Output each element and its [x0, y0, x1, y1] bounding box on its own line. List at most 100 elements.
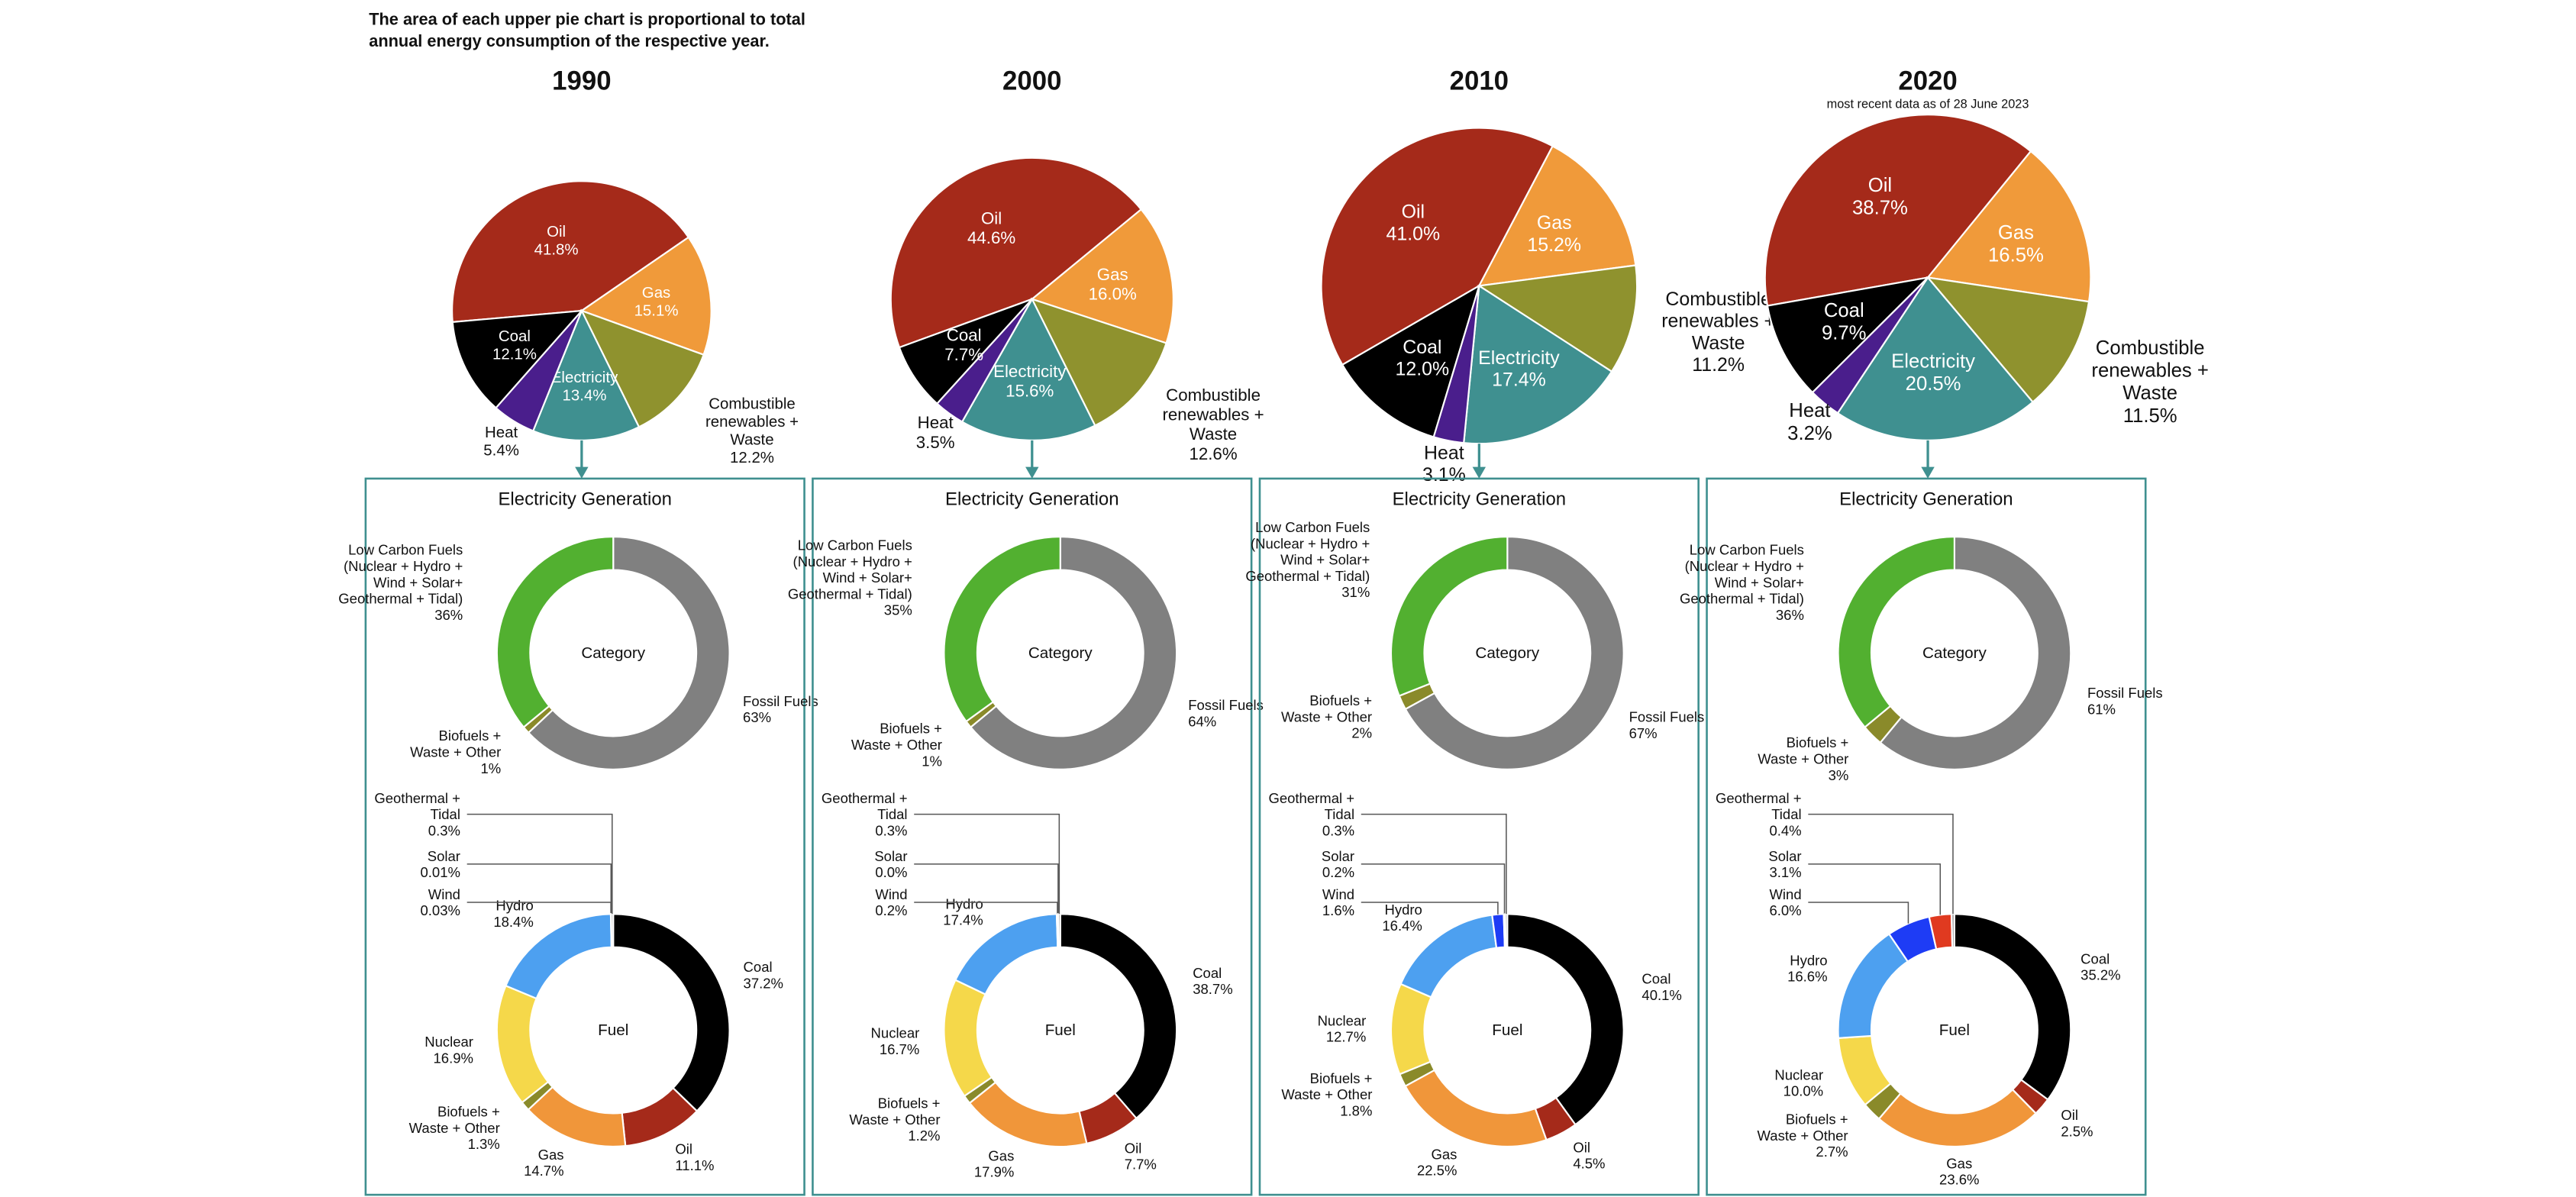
pie-slice — [898, 298, 1033, 405]
label-line: 35.2% — [2080, 967, 2120, 983]
slice-label: Geothermal + Tidal 0.4% — [1716, 790, 1802, 839]
label-line: Waste — [1692, 332, 1745, 353]
leader-line — [1361, 863, 1506, 915]
donut-segment — [1950, 913, 1955, 948]
label-line: Oil — [547, 223, 566, 240]
label-line: Biofuels + — [1309, 692, 1372, 708]
label-line: Solar — [1322, 848, 1354, 864]
pie-slice — [1477, 264, 1638, 373]
pie-slice — [579, 309, 705, 428]
label-line: 13.4% — [563, 386, 607, 404]
donut-center-label: Fuel — [598, 1021, 628, 1039]
label-line: (Nuclear + Hydro + — [1685, 558, 1804, 574]
year-title: 2010 — [1450, 66, 1509, 96]
label-line: 12.2% — [730, 449, 774, 466]
label-line: 2.5% — [2061, 1123, 2093, 1139]
slice-label: Coal 40.1% — [1641, 971, 1681, 1003]
label-line: 15.1% — [634, 302, 679, 319]
label-line: 0.2% — [875, 902, 907, 918]
pie-slice — [1836, 276, 2035, 441]
slice-label: Gas 16.5% — [1988, 222, 2044, 266]
label-line: (Nuclear + Hydro + — [793, 553, 912, 569]
label-line: Solar — [1768, 848, 1801, 864]
slice-label: Coal 9.7% — [1822, 300, 1867, 344]
slice-label: Solar 3.1% — [1768, 848, 1801, 880]
year-title: 2000 — [1002, 66, 1061, 96]
slice-label: Gas 16.0% — [1089, 265, 1137, 304]
slice-label: Electricity 15.6% — [993, 362, 1067, 401]
slice-label: Oil 41.8% — [534, 223, 579, 259]
label-line: 6.0% — [1769, 902, 1801, 918]
box-title: Electricity Generation — [498, 489, 672, 510]
label-line: Waste + Other — [1758, 1128, 1848, 1144]
label-line: Coal — [499, 327, 531, 345]
label-line: Wind + Solar+ — [823, 569, 912, 586]
label-line: Gas — [1946, 1155, 1972, 1171]
slice-label: Coal 12.1% — [492, 327, 537, 363]
label-line: 15.6% — [1006, 382, 1054, 401]
label-line: Oil — [675, 1141, 692, 1157]
label-line: Gas — [538, 1147, 564, 1163]
label-line: renewables + — [705, 413, 799, 431]
slice-label: Coal 12.0% — [1396, 337, 1450, 380]
arrow-head — [1921, 466, 1935, 479]
label-line: Biofuels + — [439, 728, 502, 744]
slice-label: Gas 17.9% — [974, 1147, 1014, 1179]
leader-line — [466, 902, 612, 915]
label-line: 3% — [1829, 767, 1849, 783]
slice-label: Hydro 16.6% — [1787, 952, 1827, 984]
label-line: Wind — [428, 886, 460, 902]
label-line: 12.6% — [1189, 444, 1237, 463]
label-line: 11.5% — [2123, 405, 2177, 427]
donut-segment — [1953, 913, 2072, 1101]
label-line: 4.5% — [1573, 1156, 1605, 1172]
pie-slice — [531, 308, 641, 441]
label-line: Heat — [485, 424, 518, 441]
label-line: 0.4% — [1769, 822, 1801, 838]
label-line: 16.5% — [1988, 245, 2044, 266]
label-line: Biofuels + — [437, 1104, 500, 1120]
label-line: 41.8% — [534, 240, 579, 258]
label-line: Geothermal + — [1716, 790, 1802, 806]
slice-label: Biofuels + Waste + Other 1% — [410, 728, 501, 776]
donut-segment — [612, 913, 731, 1112]
label-line: Tidal — [1325, 806, 1354, 822]
label-line: Wind + Solar+ — [373, 574, 463, 590]
label-line: Coal — [1193, 965, 1222, 981]
arrow-head — [1472, 466, 1487, 479]
label-line: 3.1% — [1769, 864, 1801, 880]
donut-segment — [1390, 982, 1432, 1076]
label-line: 16.0% — [1089, 285, 1137, 304]
label-line: 37.2% — [744, 975, 783, 991]
year-title: 1990 — [552, 66, 611, 96]
label-line: Biofuels + — [1787, 734, 1849, 750]
label-line: 38.7% — [1193, 981, 1232, 997]
slice-label: Oil 11.1% — [675, 1141, 714, 1173]
label-line: Low Carbon Fuels — [1690, 542, 1804, 558]
label-line: Hydro — [945, 895, 983, 911]
donut-segment — [1404, 1069, 1548, 1148]
slice-label: Oil 44.6% — [967, 209, 1015, 248]
label-line: Hydro — [496, 898, 533, 914]
pie-slice — [1341, 284, 1481, 438]
label-line: Nuclear — [424, 1034, 473, 1050]
label-line: Low Carbon Fuels — [798, 537, 912, 553]
leader-line — [1361, 813, 1507, 915]
slice-label: Gas 15.1% — [634, 284, 679, 320]
electricity-box — [364, 477, 805, 1196]
donut-segment — [1506, 913, 1625, 1126]
slice-label: Solar 0.2% — [1322, 848, 1354, 880]
slice-label: Coal 38.7% — [1193, 965, 1232, 997]
slice-label: Nuclear 16.9% — [424, 1034, 473, 1066]
donut-segment — [943, 536, 1061, 723]
pie-slice — [1764, 114, 2032, 307]
label-line: 0.03% — [420, 902, 460, 918]
label-line: Coal — [744, 959, 773, 975]
label-line: Fossil Fuels — [2087, 685, 2163, 701]
label-line: (Nuclear + Hydro + — [1251, 535, 1370, 551]
leader-line — [1808, 863, 1942, 915]
slice-label: Biofuels + Waste + Other 2.7% — [1758, 1112, 1848, 1160]
label-line: Biofuels + — [878, 1095, 941, 1112]
slice-label: Oil 38.7% — [1852, 175, 1908, 219]
label-line: 61% — [2087, 701, 2116, 717]
